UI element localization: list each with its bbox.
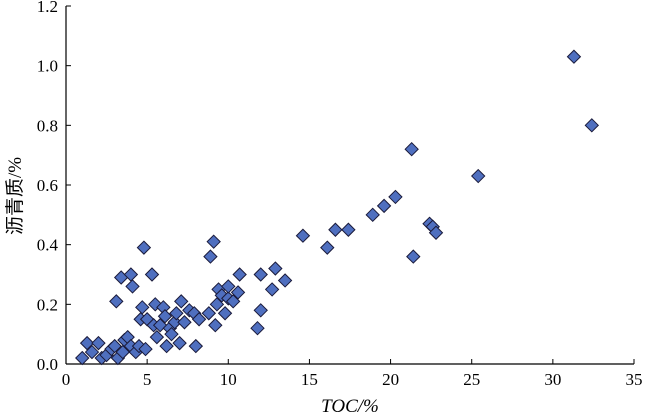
data-point — [209, 297, 225, 312]
data-point — [164, 326, 179, 342]
data-point — [149, 329, 165, 345]
x-tick-label: 15 — [301, 370, 318, 389]
data-point — [268, 261, 283, 276]
data-point — [328, 222, 343, 237]
data-point — [250, 320, 265, 336]
x-tick-label: 25 — [463, 370, 480, 389]
y-tick-label: 0.8 — [37, 116, 58, 135]
data-point — [253, 303, 268, 318]
data-point — [169, 306, 184, 321]
y-tick-label: 1.2 — [37, 0, 58, 16]
data-point — [131, 338, 147, 354]
data-point — [217, 306, 233, 321]
data-point — [225, 294, 241, 309]
x-tick-label: 10 — [220, 370, 237, 389]
x-ticks: 0 5 10 15 20 25 30 35 — [62, 359, 643, 389]
y-tick-label: 0.2 — [37, 295, 58, 314]
data-point — [388, 189, 403, 205]
x-tick-label: 0 — [62, 370, 71, 389]
data-point — [264, 282, 280, 297]
data-point — [406, 249, 421, 264]
data-point — [277, 273, 293, 288]
data-point — [428, 225, 444, 240]
data-point — [75, 350, 90, 366]
data-point — [172, 335, 187, 351]
data-point — [191, 312, 207, 327]
data-point — [174, 294, 189, 309]
y-tick-label: 0.4 — [37, 236, 59, 255]
data-point — [79, 335, 95, 351]
data-point — [208, 318, 223, 333]
data-point — [138, 341, 153, 357]
x-axis-title: TOC/% — [321, 396, 379, 417]
data-point — [125, 279, 140, 294]
data-point — [91, 335, 106, 351]
data-point — [230, 285, 246, 300]
data-point — [470, 168, 486, 184]
data-points — [75, 49, 600, 366]
data-point — [584, 118, 600, 133]
data-point — [152, 318, 168, 333]
data-point — [136, 240, 152, 255]
y-tick-label: 0.6 — [37, 176, 58, 195]
data-point — [365, 207, 380, 223]
data-point — [188, 338, 204, 354]
data-point — [157, 309, 173, 324]
y-ticks: 0.0 0.2 0.4 0.6 0.8 1.0 1.2 — [37, 0, 71, 374]
x-tick-label: 20 — [382, 370, 399, 389]
data-point — [177, 315, 192, 330]
data-point — [84, 344, 100, 360]
data-point — [135, 300, 150, 315]
data-point — [107, 338, 122, 354]
data-point — [167, 315, 182, 330]
data-point — [341, 222, 356, 237]
data-point — [201, 306, 217, 321]
x-tick-label: 35 — [626, 370, 643, 389]
data-point — [109, 294, 124, 309]
data-point — [115, 344, 131, 360]
data-point — [144, 267, 160, 282]
y-tick-label: 1.0 — [37, 57, 58, 76]
data-point — [566, 49, 582, 64]
x-tick-label: 5 — [143, 370, 152, 389]
data-point — [232, 267, 247, 282]
data-point — [159, 338, 174, 354]
y-tick-label: 0.0 — [37, 355, 58, 374]
x-tick-label: 30 — [544, 370, 561, 389]
data-point — [253, 267, 268, 282]
y-axis-title: 沥青质/% — [4, 157, 26, 235]
axes — [65, 6, 634, 365]
data-point — [203, 249, 218, 264]
data-point — [376, 198, 392, 214]
data-point — [320, 240, 335, 255]
data-point — [404, 141, 419, 157]
data-point — [206, 234, 221, 249]
data-point — [221, 279, 236, 294]
data-point — [295, 228, 311, 243]
